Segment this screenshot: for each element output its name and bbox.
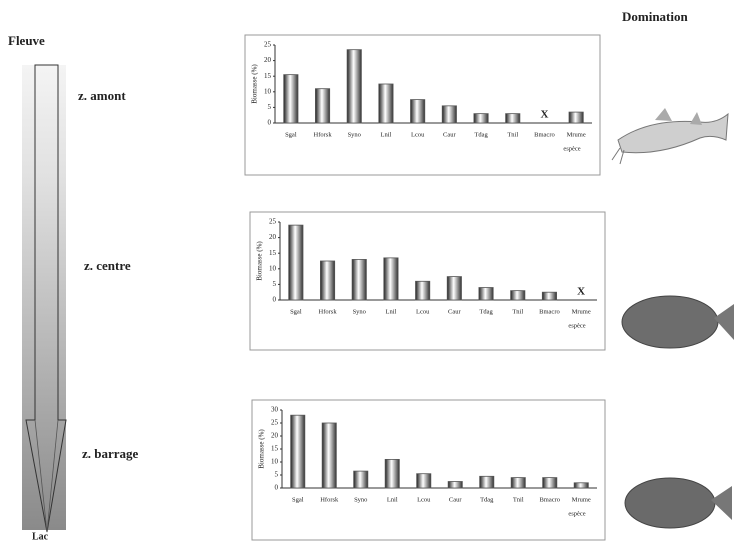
x-tick-label: Bmacro (539, 308, 560, 315)
x-tick-label: Sgal (290, 308, 302, 315)
y-tick-label: 10 (264, 87, 272, 95)
x-axis-label: espèce (568, 510, 585, 517)
bar (385, 459, 399, 488)
bar (354, 471, 368, 488)
x-tick-label: Bmacro (534, 131, 555, 138)
x-tick-label: Hforsk (319, 308, 338, 315)
y-tick-label: 5 (268, 103, 272, 111)
y-tick-label: 30 (271, 406, 279, 414)
bar (417, 474, 431, 488)
bar (322, 423, 336, 488)
x-tick-label: Sgal (285, 131, 297, 138)
y-tick-label: 20 (269, 233, 277, 241)
x-tick-label: Caur (449, 496, 462, 503)
x-tick-label: Lnil (386, 308, 397, 315)
y-tick-label: 20 (264, 56, 272, 64)
bar (315, 89, 329, 123)
fish-tilapia (625, 478, 732, 528)
bar (448, 482, 462, 489)
x-tick-label: Caur (443, 131, 456, 138)
x-tick-label: Tnil (507, 131, 518, 138)
figure: Fleuve Domination z. amont z. centre z. … (0, 0, 736, 542)
x-tick-label: Tnil (512, 308, 523, 315)
x-tick-label: Lcou (417, 496, 431, 503)
x-tick-label: Hforsk (314, 131, 333, 138)
y-tick-label: 0 (273, 296, 277, 304)
x-tick-label: Caur (448, 308, 461, 315)
bar (480, 476, 494, 488)
y-tick-label: 15 (264, 72, 272, 80)
bar (416, 281, 430, 300)
y-tick-label: 10 (271, 458, 279, 466)
fish-tilapia (622, 296, 734, 348)
y-tick-label: 5 (275, 471, 279, 479)
x-tick-label: Lnil (387, 496, 398, 503)
y-tick-label: 20 (271, 432, 279, 440)
y-tick-label: 25 (271, 419, 279, 427)
bar (320, 261, 334, 300)
y-tick-label: 25 (264, 41, 272, 49)
zone-label: z. centre (84, 258, 131, 273)
x-tick-label: Lnil (381, 131, 392, 138)
x-tick-label: Tdag (479, 308, 493, 315)
bar (352, 259, 366, 300)
right-title: Domination (622, 9, 689, 24)
bar (511, 478, 525, 488)
bar (479, 288, 493, 300)
x-tick-label: Lcou (416, 308, 430, 315)
annotation: X (577, 286, 585, 298)
bar (291, 415, 305, 488)
bar (543, 478, 557, 488)
x-tick-label: Mrume (567, 131, 586, 138)
bar (442, 106, 456, 123)
zone-label: z. barrage (82, 446, 139, 461)
left-title: Fleuve (8, 33, 45, 48)
y-tick-label: 15 (271, 445, 279, 453)
x-tick-label: Syno (348, 131, 361, 138)
x-tick-label: Tdag (480, 496, 494, 503)
bar (574, 483, 588, 488)
y-tick-label: 5 (273, 280, 277, 288)
bar (506, 114, 520, 123)
y-axis-label: Biomasse (%) (251, 64, 259, 104)
x-axis-label: espèce (568, 322, 585, 329)
x-tick-label: Hforsk (320, 496, 339, 503)
zone-label: z. amont (78, 88, 126, 103)
x-tick-label: Tdag (474, 131, 488, 138)
x-tick-label: Sgal (292, 496, 304, 503)
x-tick-label: Mrume (572, 496, 591, 503)
fish-catfish (612, 108, 728, 164)
bar (347, 50, 361, 123)
bar (384, 258, 398, 300)
y-tick-label: 0 (268, 119, 272, 127)
y-axis-label: Biomasse (%) (258, 429, 266, 469)
bar (542, 292, 556, 300)
bar (474, 114, 488, 123)
x-tick-label: Tnil (513, 496, 524, 503)
x-tick-label: Syno (354, 496, 367, 503)
river-end: Lac (32, 531, 49, 542)
y-tick-label: 25 (269, 218, 277, 226)
x-tick-label: Mrume (572, 308, 591, 315)
bar (289, 225, 303, 300)
x-tick-label: Syno (353, 308, 366, 315)
bar (569, 112, 583, 123)
bar (379, 84, 393, 123)
bar (284, 75, 298, 123)
x-axis-label: espèce (563, 145, 580, 152)
bar (411, 100, 425, 123)
y-tick-label: 15 (269, 249, 277, 257)
x-tick-label: Bmacro (539, 496, 560, 503)
river-diagram (22, 65, 66, 532)
y-tick-label: 10 (269, 264, 277, 272)
annotation: X (540, 109, 548, 121)
bar (511, 291, 525, 300)
bar (447, 277, 461, 300)
x-tick-label: Lcou (411, 131, 425, 138)
y-tick-label: 0 (275, 484, 279, 492)
y-axis-label: Biomasse (%) (256, 241, 264, 281)
